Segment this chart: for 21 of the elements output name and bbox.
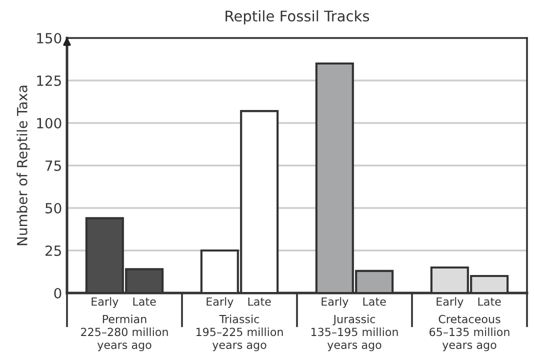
- text: Jurassic 135–195 million years ago: [311, 314, 398, 352]
- x-tick-label: Late: [133, 298, 156, 306]
- x-tick-label: Late: [363, 298, 386, 306]
- y-axis-title: Number of Reptile Taxa: [16, 86, 30, 246]
- x-tick-label: Early: [206, 297, 234, 308]
- x-tick-label: Early: [436, 297, 464, 308]
- text: Permian 225–280 million years ago: [81, 314, 168, 352]
- y-tick-label: 125: [37, 75, 61, 86]
- text: Triassic 195–225 million years ago: [196, 314, 283, 352]
- y-tick-label: 75: [46, 160, 61, 171]
- y-tick-label: 25: [45, 245, 61, 256]
- x-tick-label: Early: [322, 297, 348, 308]
- y-tick-label: 50: [46, 202, 62, 214]
- y-tick-label: 0: [54, 288, 62, 298]
- x-tick-label: Early: [92, 297, 118, 308]
- chart-title: Reptile Fossil Tracks: [226, 10, 370, 24]
- y-tick-label: 150: [37, 32, 62, 44]
- text: Cretaceous 65–135 million years ago: [430, 314, 510, 352]
- y-tick-label: 100: [37, 118, 62, 128]
- x-tick-label: Late: [248, 298, 271, 306]
- x-tick-label: Late: [478, 298, 501, 306]
